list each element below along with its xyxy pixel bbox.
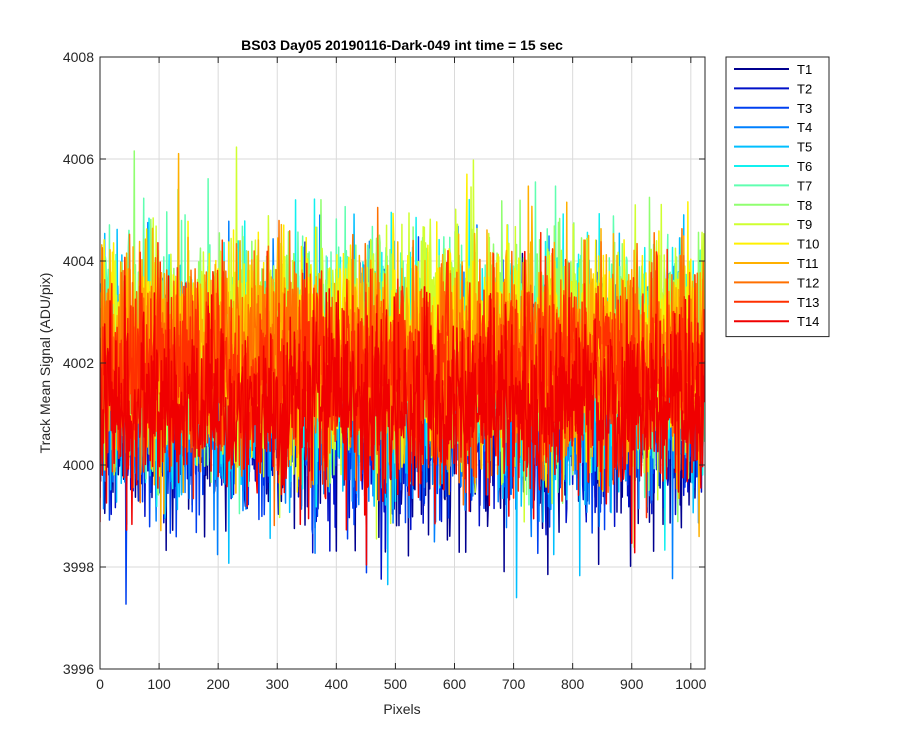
legend-item-t10: T10 — [734, 237, 819, 252]
legend-label: T2 — [797, 81, 812, 96]
legend-label: T14 — [797, 314, 819, 329]
legend-item-t12: T12 — [734, 275, 819, 290]
x-tick-label: 800 — [561, 676, 585, 692]
legend-label: T3 — [797, 101, 812, 116]
y-tick-label: 4002 — [63, 355, 94, 371]
x-tick-label: 100 — [147, 676, 171, 692]
legend-item-t5: T5 — [734, 140, 812, 155]
legend-item-t7: T7 — [734, 178, 812, 193]
x-tick-label: 500 — [384, 676, 408, 692]
legend-label: T12 — [797, 275, 819, 290]
chart-title: BS03 Day05 20190116-Dark-049 int time = … — [241, 37, 563, 53]
y-tick-label: 3996 — [63, 661, 94, 677]
legend-label: T13 — [797, 295, 819, 310]
x-tick-label: 0 — [96, 676, 104, 692]
y-tick-label: 3998 — [63, 559, 94, 575]
legend-item-t2: T2 — [734, 81, 812, 96]
legend-item-t11: T11 — [734, 256, 818, 271]
legend-box — [725, 56, 830, 338]
legend-label: T1 — [797, 62, 812, 77]
y-axis-label: Track Mean Signal (ADU/pix) — [37, 273, 53, 454]
legend-label: T10 — [797, 237, 819, 252]
y-tick-label: 4004 — [63, 253, 94, 269]
legend-label: T11 — [797, 256, 818, 271]
legend-item-t13: T13 — [734, 295, 819, 310]
series-lines — [100, 146, 705, 605]
legend-item-t3: T3 — [734, 101, 812, 116]
x-tick-label: 700 — [502, 676, 526, 692]
series-line-t14 — [100, 250, 705, 566]
legend-item-t8: T8 — [734, 198, 812, 213]
legend-item-t6: T6 — [734, 159, 812, 174]
x-tick-label: 600 — [443, 676, 467, 692]
legend-label: T4 — [797, 120, 812, 135]
legend: T1 T2 T3 T4 T5 T6 T7 T8 T9 T10 T11 T12 T13 T14 — [725, 56, 830, 338]
legend-label: T5 — [797, 140, 812, 155]
x-axis-label: Pixels — [383, 701, 420, 717]
legend-label: T9 — [797, 217, 812, 232]
legend-item-t4: T4 — [734, 120, 812, 135]
legend-label: T6 — [797, 159, 812, 174]
legend-item-t14: T14 — [734, 314, 819, 329]
legend-label: T7 — [797, 178, 812, 193]
legend-item-t9: T9 — [734, 217, 812, 232]
x-tick-label: 400 — [325, 676, 349, 692]
y-tick-label: 4000 — [63, 457, 94, 473]
legend-item-t1: T1 — [734, 62, 812, 77]
x-tick-label: 1000 — [675, 676, 706, 692]
x-tick-label: 900 — [620, 676, 644, 692]
plot-area: 0 100 200 300 400 500 600 700 800 900 1000 3996 3998… — [63, 49, 707, 692]
x-tick-label: 300 — [266, 676, 290, 692]
y-tick-label: 4006 — [63, 151, 94, 167]
legend-label: T8 — [797, 198, 812, 213]
x-tick-label: 200 — [206, 676, 230, 692]
y-tick-label: 4008 — [63, 49, 94, 65]
